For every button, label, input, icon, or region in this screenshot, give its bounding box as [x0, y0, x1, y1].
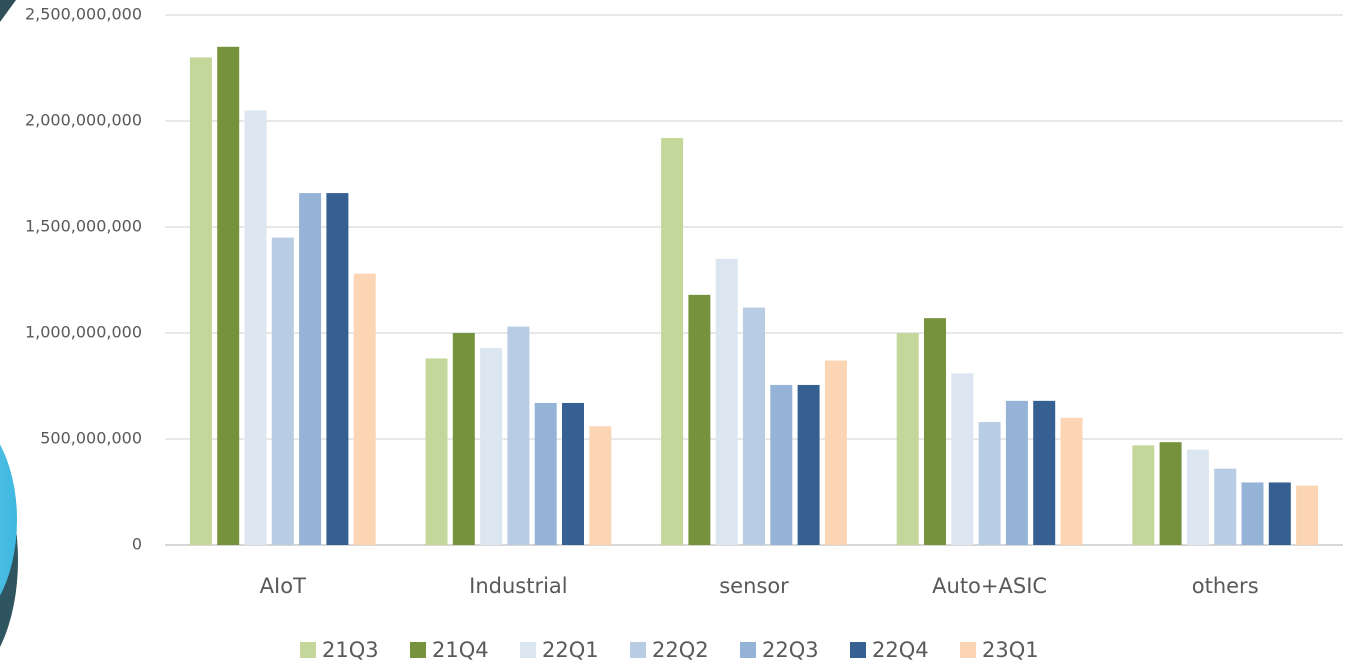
y-tick-label: 2,500,000,000 — [25, 5, 142, 24]
x-tick-label: others — [1192, 574, 1259, 598]
bar — [425, 358, 448, 545]
legend-label: 21Q3 — [322, 638, 379, 662]
bar — [480, 347, 503, 545]
y-tick-label: 0 — [132, 535, 142, 554]
bar — [1296, 485, 1319, 545]
bar — [951, 373, 974, 545]
x-tick-label: Auto+ASIC — [932, 574, 1047, 598]
x-tick-label: sensor — [719, 574, 789, 598]
bar — [1186, 449, 1209, 545]
legend-swatch — [960, 642, 976, 658]
bar — [661, 137, 684, 545]
legend-swatch — [740, 642, 756, 658]
legend-label: 22Q4 — [872, 638, 929, 662]
y-tick-label: 500,000,000 — [40, 429, 142, 448]
bar — [978, 422, 1001, 545]
legend-label: 23Q1 — [982, 638, 1039, 662]
x-tick-label: Industrial — [469, 574, 568, 598]
decor-corner — [0, 0, 16, 22]
bar — [1033, 400, 1056, 545]
bar — [715, 258, 738, 545]
bar — [217, 46, 240, 546]
legend-swatch — [410, 642, 426, 658]
bar — [1159, 442, 1182, 545]
x-tick-label: AIoT — [260, 574, 306, 598]
bar — [1005, 400, 1028, 545]
legend-label: 22Q2 — [652, 638, 709, 662]
legend-swatch — [850, 642, 866, 658]
bar — [688, 294, 711, 545]
y-tick-label: 1,500,000,000 — [25, 217, 142, 236]
bar — [452, 333, 475, 545]
legend-swatch — [520, 642, 536, 658]
bar — [1060, 417, 1083, 545]
bar — [743, 307, 765, 545]
bar — [534, 402, 557, 545]
bar — [924, 318, 946, 545]
bar — [189, 57, 212, 546]
bar — [507, 326, 530, 545]
bar — [353, 273, 376, 545]
y-tick-label: 2,000,000,000 — [25, 111, 142, 130]
bar — [1268, 482, 1291, 545]
decor-circle — [0, 444, 17, 596]
legend-swatch — [630, 642, 646, 658]
bar — [824, 360, 847, 545]
bar — [1214, 468, 1237, 545]
bar — [797, 384, 820, 545]
bar — [589, 426, 612, 545]
bar — [244, 110, 267, 546]
bar — [1241, 482, 1264, 545]
bar — [1132, 445, 1155, 545]
bar — [299, 193, 322, 545]
bar — [896, 333, 919, 545]
legend-label: 22Q3 — [762, 638, 819, 662]
legend-swatch — [300, 642, 316, 658]
y-tick-label: 1,000,000,000 — [25, 323, 142, 342]
bar — [770, 384, 793, 545]
bar — [271, 237, 294, 545]
legend-label: 22Q1 — [542, 638, 599, 662]
bar — [326, 193, 349, 545]
bar — [562, 402, 584, 545]
legend-label: 21Q4 — [432, 638, 489, 662]
